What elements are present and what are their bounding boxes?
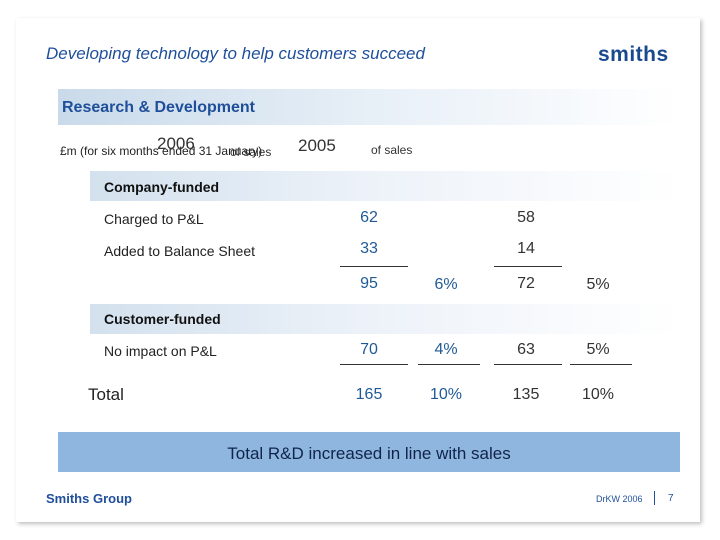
section-title: Research & Development	[62, 99, 255, 116]
customer-pct-2005: 5%	[586, 341, 610, 358]
of-sales-2005-header: of sales	[371, 143, 413, 157]
charged-2006-value: 62	[360, 209, 378, 226]
subtotal-rule-2006	[340, 266, 408, 267]
total-rule-2006	[340, 364, 408, 365]
conclusion-band	[58, 432, 680, 472]
total-rule-2005	[494, 364, 562, 365]
customer-2006-value: 70	[360, 341, 378, 358]
page-number: 7	[668, 493, 674, 504]
customer-funded-label: Customer-funded	[104, 311, 221, 327]
customer-funded-band	[90, 304, 680, 334]
total-rule-pct-2005	[570, 364, 632, 365]
total-2006-value: 165	[355, 386, 383, 403]
balance-sheet-2006-value: 33	[360, 240, 378, 257]
total-rule-pct-2006	[418, 364, 480, 365]
charged-2005-value: 58	[517, 209, 535, 226]
company-pct-2006: 6%	[434, 276, 458, 293]
row-label-charged: Charged to P&L	[104, 211, 204, 227]
total-label: Total	[88, 385, 124, 404]
of-sales-2006-header: of sales	[230, 145, 272, 159]
balance-sheet-2005-value: 14	[517, 240, 535, 257]
footer-company: Smiths Group	[46, 491, 132, 506]
company-pct-2005: 5%	[586, 276, 610, 293]
smiths-logo: smiths	[598, 43, 669, 66]
company-subtotal-2006: 95	[360, 275, 378, 292]
company-funded-label: Company-funded	[104, 179, 220, 195]
footer-code: DrKW 2006	[596, 494, 643, 504]
footer-divider	[654, 491, 655, 505]
total-pct-2006: 10%	[429, 386, 463, 403]
conclusion-text: Total R&D increased in line with sales	[227, 444, 511, 463]
section-header-band	[58, 89, 680, 125]
year-2006-header: 2006	[157, 134, 195, 153]
customer-pct-2006: 4%	[434, 341, 458, 358]
unit-label: £m (for six months ended 31 January)	[60, 144, 263, 158]
row-label-no-impact: No impact on P&L	[104, 343, 217, 359]
row-label-balance-sheet: Added to Balance Sheet	[104, 243, 256, 259]
total-2005-value: 135	[512, 386, 540, 403]
subtotal-rule-2005	[494, 266, 562, 267]
year-2005-header: 2005	[298, 136, 336, 155]
company-funded-band	[90, 171, 680, 201]
total-pct-2005: 10%	[581, 386, 615, 403]
slide-title: Developing technology to help customers …	[46, 44, 425, 63]
customer-2005-value: 63	[517, 341, 535, 358]
company-subtotal-2005: 72	[517, 275, 535, 292]
